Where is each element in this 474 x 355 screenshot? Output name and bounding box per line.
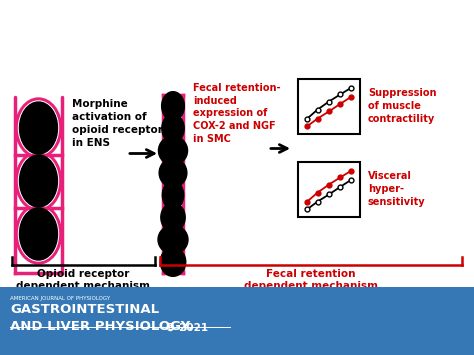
Text: AND LIVER PHYSIOLOGY.: AND LIVER PHYSIOLOGY. [10,320,193,333]
Ellipse shape [19,102,57,154]
Text: Suppression
of muscle
contractility: Suppression of muscle contractility [368,88,437,124]
Ellipse shape [161,203,185,232]
Ellipse shape [16,151,62,211]
Ellipse shape [158,136,188,165]
Text: AMERICAN JOURNAL OF PHYSIOLOGY: AMERICAN JOURNAL OF PHYSIOLOGY [10,296,110,301]
Bar [0,287,474,355]
Ellipse shape [160,247,186,276]
Ellipse shape [162,181,183,209]
Ellipse shape [159,158,187,187]
Text: Visceral
hyper-
sensitivity: Visceral hyper- sensitivity [368,171,426,207]
Text: Fecal retention-
induced
expression of
COX-2 and NGF
in SMC: Fecal retention- induced expression of C… [193,83,281,144]
Text: Opioid receptor
dependent mechanism: Opioid receptor dependent mechanism [17,269,151,291]
Ellipse shape [18,101,58,155]
Ellipse shape [16,98,62,158]
Ellipse shape [16,204,62,264]
Ellipse shape [18,154,58,208]
Text: Morphine
activation of
opioid receptors
in ENS: Morphine activation of opioid receptors … [72,99,169,148]
Ellipse shape [162,114,184,143]
Ellipse shape [19,208,57,260]
Text: GASTROINTESTINAL: GASTROINTESTINAL [10,303,159,316]
Ellipse shape [18,207,58,261]
Bar [298,78,360,133]
Text: © 2021: © 2021 [158,323,208,333]
Ellipse shape [162,92,184,121]
Ellipse shape [158,225,188,254]
Ellipse shape [19,155,57,207]
Bar [298,162,360,217]
Text: Fecal retention
dependent mechanism: Fecal retention dependent mechanism [244,269,378,291]
